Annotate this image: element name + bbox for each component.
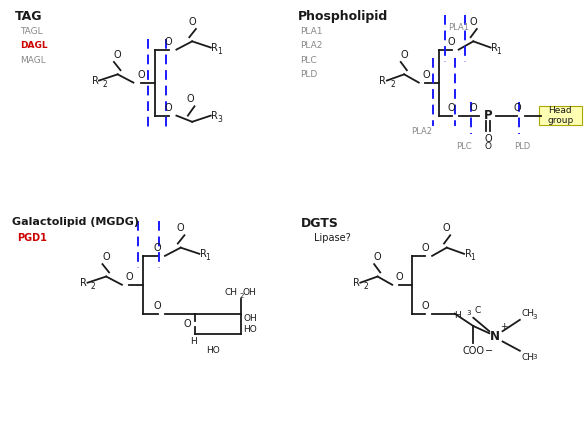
Text: O: O — [153, 301, 161, 311]
Text: 3: 3 — [467, 310, 471, 316]
Text: 3: 3 — [217, 115, 222, 124]
Text: O: O — [443, 223, 450, 233]
Text: O: O — [187, 94, 195, 104]
Text: O: O — [448, 37, 455, 47]
Text: O: O — [102, 252, 110, 262]
Text: 3: 3 — [532, 354, 537, 360]
Text: CH: CH — [521, 309, 534, 318]
Text: HO: HO — [243, 325, 257, 334]
Text: O: O — [421, 301, 429, 311]
Text: PLA1: PLA1 — [301, 27, 323, 36]
Text: R: R — [211, 43, 218, 53]
Text: 3: 3 — [532, 314, 537, 320]
Text: O: O — [470, 103, 477, 113]
Text: +: + — [500, 322, 508, 330]
Text: O: O — [395, 272, 403, 282]
Text: TAG: TAG — [15, 11, 42, 24]
Text: O: O — [448, 103, 455, 113]
Text: PLC: PLC — [456, 142, 472, 152]
Text: O: O — [484, 134, 492, 144]
Text: PLC: PLC — [301, 56, 317, 65]
Text: MAGL: MAGL — [20, 56, 46, 65]
Text: DGTS: DGTS — [301, 217, 338, 230]
Text: TAGL: TAGL — [20, 27, 43, 36]
Text: PLA2: PLA2 — [301, 41, 323, 51]
Text: R: R — [491, 43, 498, 53]
Text: Lipase?: Lipase? — [314, 233, 350, 243]
FancyBboxPatch shape — [539, 106, 582, 125]
Text: 2: 2 — [390, 80, 395, 89]
Text: R: R — [380, 75, 386, 85]
Text: H: H — [455, 311, 462, 320]
Text: O: O — [114, 50, 122, 60]
Text: O: O — [126, 272, 133, 282]
Text: PLA2: PLA2 — [411, 127, 432, 136]
Text: OH: OH — [242, 288, 256, 297]
Text: 2: 2 — [102, 80, 107, 89]
Text: O: O — [177, 223, 184, 233]
Text: O: O — [514, 103, 521, 113]
Text: R: R — [92, 75, 98, 85]
Text: Head
group: Head group — [547, 106, 573, 125]
Text: PLD: PLD — [301, 70, 318, 79]
Text: O: O — [188, 17, 196, 27]
Text: DAGL: DAGL — [20, 41, 48, 51]
Text: 2: 2 — [363, 282, 368, 291]
Text: R: R — [200, 249, 207, 259]
Text: CH: CH — [225, 288, 238, 297]
Text: P: P — [484, 109, 492, 122]
Text: PLD: PLD — [514, 142, 531, 152]
Text: HO: HO — [207, 346, 221, 354]
Text: PGD1: PGD1 — [18, 233, 47, 243]
Text: Phospholipid: Phospholipid — [298, 11, 388, 24]
Text: −: − — [484, 346, 493, 356]
Text: PLA1: PLA1 — [448, 23, 469, 32]
Text: 1: 1 — [206, 253, 211, 262]
Text: Galactolipid (MGDG): Galactolipid (MGDG) — [12, 217, 139, 226]
Text: O: O — [470, 17, 477, 27]
Text: H: H — [190, 337, 197, 346]
Text: R: R — [211, 111, 218, 120]
Text: C: C — [474, 306, 481, 314]
Text: 2: 2 — [239, 293, 244, 299]
Text: O: O — [374, 252, 381, 262]
Text: R: R — [80, 278, 87, 288]
Text: O: O — [137, 70, 145, 80]
Text: O: O — [165, 37, 173, 47]
Text: O: O — [421, 243, 429, 253]
Text: COO: COO — [462, 346, 484, 356]
Text: O: O — [183, 319, 191, 329]
Text: 1: 1 — [497, 47, 501, 56]
Text: O: O — [484, 142, 491, 152]
Text: CH: CH — [521, 353, 534, 362]
Text: O: O — [153, 243, 161, 253]
Text: N: N — [490, 330, 500, 343]
Text: R: R — [464, 249, 472, 259]
Text: O: O — [165, 103, 173, 113]
Text: 1: 1 — [217, 47, 222, 56]
Text: O: O — [400, 50, 408, 60]
Text: 2: 2 — [91, 282, 96, 291]
Text: R: R — [353, 278, 360, 288]
Text: OH: OH — [243, 314, 257, 323]
Text: O: O — [422, 70, 430, 80]
Text: 1: 1 — [470, 253, 474, 262]
